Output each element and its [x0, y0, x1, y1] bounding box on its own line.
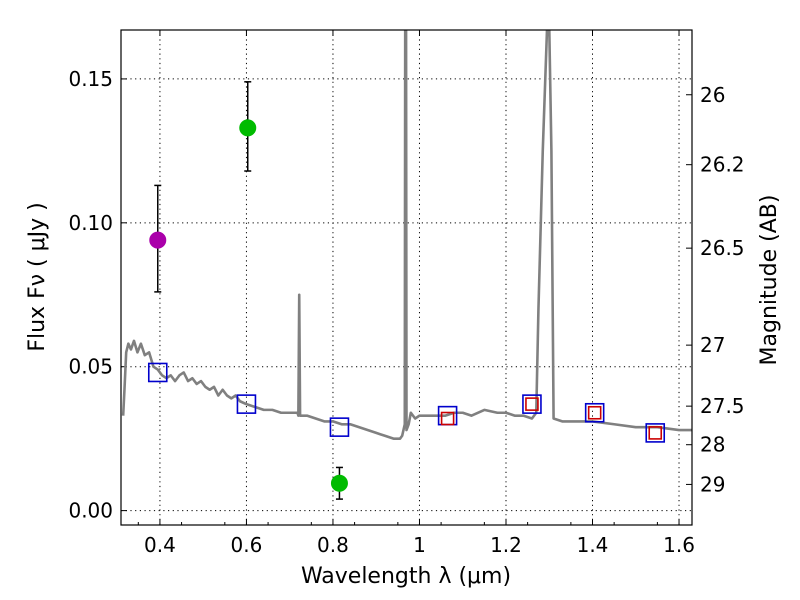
model-photometry-square [584, 402, 605, 423]
grid-lines [121, 30, 692, 525]
y2-tick-label: 26.2 [700, 153, 745, 177]
model-photometry-square [236, 394, 257, 414]
x-tick-label: 1.6 [663, 533, 695, 557]
tick-labels: 0.4 0.6 0.8 1 1.2 1.4 1.6 0.00 0.05 0.10 0.15 26 26.… [68, 67, 744, 557]
y-tick-label: 0.15 [68, 67, 113, 91]
y2-tick-label: 26.5 [700, 236, 745, 260]
x-tick-label: 0.4 [144, 533, 176, 557]
y-axis-label: Flux Fν ( μJy ) [25, 202, 50, 351]
model-photometry-square [147, 362, 168, 383]
model-photometry-square [645, 423, 666, 443]
x-axis-label: Wavelength λ (μm) [301, 564, 511, 589]
observed-ir-square [587, 405, 602, 420]
observed-ir-square [525, 397, 539, 411]
observed-point [239, 119, 257, 137]
y2-tick-label: 28 [700, 433, 725, 457]
observed-point [149, 231, 167, 249]
observed-ir-square [440, 411, 455, 426]
y-tick-label: 0.05 [68, 355, 113, 379]
y2-axis-label: Magnitude (AB) [757, 195, 782, 366]
observed-ir-square [648, 426, 663, 440]
model-photometry-square [329, 417, 350, 437]
plot-area [121, 30, 692, 500]
x-tick-label: 1.4 [577, 533, 609, 557]
y-tick-label: 0.00 [68, 499, 113, 523]
model-photometry-square [522, 394, 542, 414]
sed-model-line [121, 30, 692, 440]
y-tick-label: 0.10 [68, 211, 113, 235]
x-tick-label: 0.8 [317, 533, 349, 557]
y2-tick-label: 27 [700, 333, 725, 357]
y2-tick-label: 26 [700, 83, 725, 107]
x-tick-label: 1.2 [490, 533, 522, 557]
y2-tick-label: 29 [700, 472, 725, 496]
plot-frame [120, 29, 693, 526]
x-tick-label: 0.6 [231, 533, 263, 557]
observed-point [330, 474, 348, 492]
y2-tick-label: 27.5 [700, 394, 745, 418]
x-tick-label: 1 [413, 533, 426, 557]
clipped-series [121, 30, 692, 500]
